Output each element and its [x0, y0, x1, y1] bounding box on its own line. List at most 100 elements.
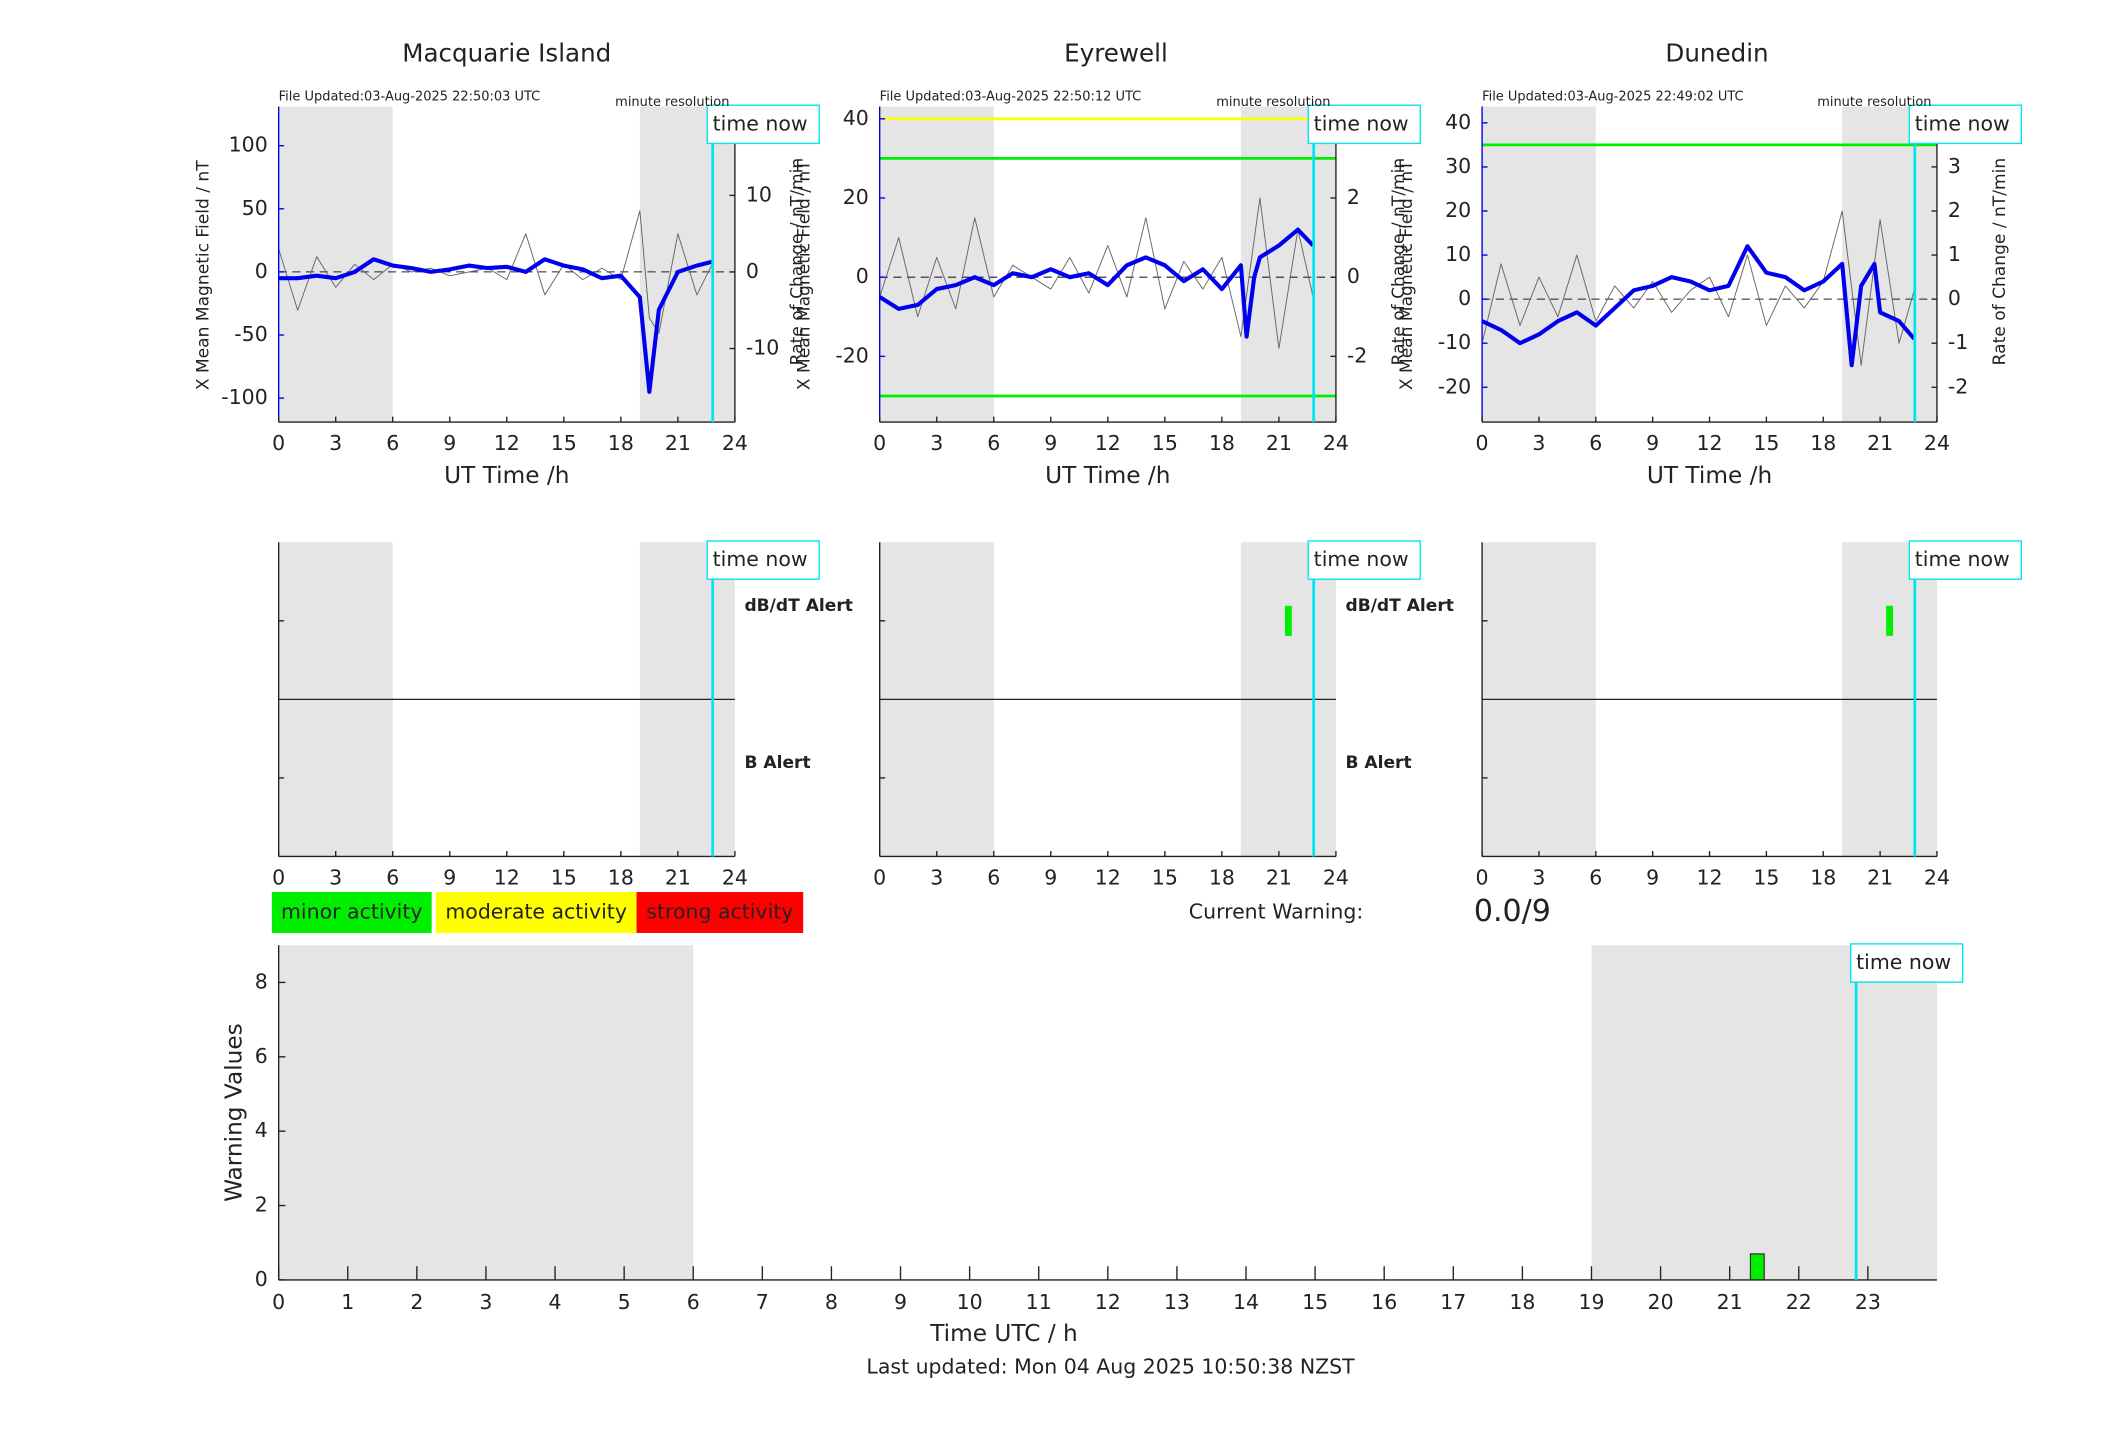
x-tick-label: 22 [1786, 1290, 1812, 1314]
x-tick-label: 6 [987, 865, 1000, 889]
y-tick-label: -100 [221, 385, 267, 409]
panel-title: Macquarie Island [402, 39, 611, 68]
x-tick-label: 9 [1646, 865, 1659, 889]
y-tick-label: 10 [1445, 242, 1471, 266]
x-tick-label: 4 [549, 1290, 562, 1314]
y-axis-label: X Mean Magnetic Field / nT [1397, 160, 1417, 390]
x-tick-label: 9 [1646, 431, 1659, 455]
x-tick-label: 0 [1476, 865, 1489, 889]
x-tick-label: 24 [722, 865, 748, 889]
panel-title: Eyrewell [1064, 39, 1168, 68]
legend-swatch [271, 891, 432, 933]
alert-label: B Alert [744, 753, 810, 773]
resolution-note: minute resolution [1817, 95, 1931, 110]
y-tick-label: 8 [255, 969, 268, 993]
time-now-box [706, 104, 820, 145]
x-tick-label: 0 [272, 1290, 285, 1314]
x-tick-label: 0 [272, 431, 285, 455]
x-tick-label: 21 [1717, 1290, 1743, 1314]
time-now-box [1908, 104, 2023, 145]
x-tick-label: 18 [1209, 865, 1235, 889]
y2-tick-label: 0 [1347, 264, 1360, 288]
field-line [878, 227, 1315, 339]
y2-tick-label: 2 [1347, 185, 1360, 209]
x-tick-label: 16 [1371, 1290, 1397, 1314]
time-now-box [1307, 104, 1421, 145]
time-now-box [1908, 540, 2023, 580]
x-tick-label: 3 [1532, 431, 1545, 455]
x-tick-label: 21 [1266, 865, 1292, 889]
x-axis-label: UT Time /h [1647, 462, 1772, 489]
alert-mark [1886, 605, 1893, 636]
night-band [278, 945, 694, 1280]
x-tick-label: 18 [1209, 431, 1235, 455]
file-note: File Updated:03-Aug-2025 22:49:02 UTC [1482, 89, 1744, 104]
alert-label: dB/dT Alert [1345, 596, 1453, 616]
y-tick-label: -10 [1438, 330, 1471, 354]
x-tick-label: 21 [665, 431, 691, 455]
x-tick-label: 6 [987, 431, 1000, 455]
x-tick-label: 12 [1095, 1290, 1121, 1314]
current-warning-label: Current Warning: [1189, 899, 1363, 923]
x-tick-label: 3 [329, 431, 342, 455]
x-tick-label: 15 [1152, 865, 1178, 889]
resolution-note: minute resolution [1216, 95, 1330, 110]
y2-tick-label: 1 [1948, 242, 1961, 266]
night-band [879, 106, 994, 423]
x-tick-label: 18 [1810, 865, 1836, 889]
x-tick-label: 21 [665, 865, 691, 889]
x-tick-label: 24 [1323, 431, 1349, 455]
x-tick-label: 5 [618, 1290, 631, 1314]
time-now-box [1849, 943, 1964, 983]
x-tick-label: 6 [687, 1290, 700, 1314]
time-now-label: time now [713, 547, 808, 571]
x-tick-label: 9 [1044, 865, 1057, 889]
x-tick-label: 9 [443, 431, 456, 455]
legend-label: moderate activity [445, 899, 627, 923]
x-tick-label: 18 [608, 865, 634, 889]
x-tick-label: 3 [930, 865, 943, 889]
x-tick-label: 7 [756, 1290, 769, 1314]
y2-tick-label: 2 [1948, 198, 1961, 222]
x-tick-label: 21 [1266, 431, 1292, 455]
x-tick-label: 20 [1648, 1290, 1674, 1314]
time-now-label: time now [1856, 950, 1951, 974]
time-now-label: time now [1314, 547, 1409, 571]
x-tick-label: 15 [551, 431, 577, 455]
x-tick-label: 3 [1532, 865, 1545, 889]
night-band [278, 106, 393, 423]
x-tick-label: 6 [386, 431, 399, 455]
night-band [1482, 106, 1596, 423]
night-band [1240, 106, 1336, 423]
x-tick-label: 3 [479, 1290, 492, 1314]
y-tick-label: -20 [835, 343, 868, 367]
x-tick-label: 24 [1323, 865, 1349, 889]
y-tick-label: -20 [1438, 374, 1471, 398]
y-tick-label: 50 [242, 196, 268, 220]
y-axis-label: X Mean Magnetic Field / nT [795, 160, 815, 390]
time-now-label: time now [1314, 111, 1409, 135]
y2-tick-label: -1 [1948, 330, 1968, 354]
y2-tick-label: 0 [746, 259, 759, 283]
warning-bar [1749, 1253, 1765, 1281]
x-tick-label: 15 [1152, 431, 1178, 455]
x-tick-label: 0 [873, 431, 886, 455]
alert-label: dB/dT Alert [744, 596, 852, 616]
legend-label: strong activity [646, 899, 793, 923]
x-tick-label: 17 [1440, 1290, 1466, 1314]
x-tick-label: 0 [272, 865, 285, 889]
y-tick-label: 0 [255, 259, 268, 283]
y-tick-label: 0 [1458, 286, 1471, 310]
x-tick-label: 3 [329, 865, 342, 889]
footer: Last updated: Mon 04 Aug 2025 10:50:38 N… [866, 1354, 1355, 1378]
x-tick-label: 3 [930, 431, 943, 455]
x-tick-label: 18 [1509, 1290, 1535, 1314]
y2-axis-label: Rate of Change / nT/min [1990, 158, 2010, 365]
time-now-box [1307, 540, 1421, 580]
x-tick-label: 14 [1233, 1290, 1259, 1314]
x-tick-label: 6 [1589, 865, 1602, 889]
resolution-note: minute resolution [615, 95, 729, 110]
x-tick-label: 11 [1026, 1290, 1052, 1314]
x-tick-label: 0 [1476, 431, 1489, 455]
time-now-label: time now [713, 111, 808, 135]
